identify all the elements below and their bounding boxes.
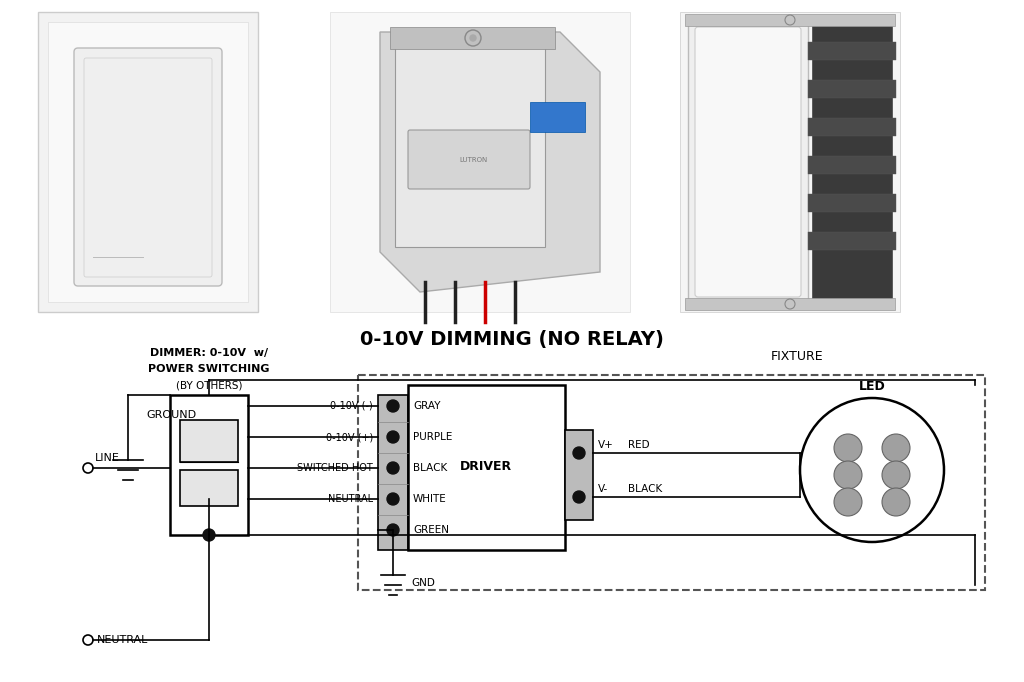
Circle shape: [800, 398, 944, 542]
Text: V+: V+: [598, 440, 613, 450]
Text: NEUTRAL: NEUTRAL: [97, 635, 148, 645]
Circle shape: [573, 447, 585, 459]
FancyBboxPatch shape: [808, 232, 896, 250]
Circle shape: [834, 461, 862, 489]
Text: 0-10V (-): 0-10V (-): [331, 401, 373, 411]
Circle shape: [83, 463, 93, 473]
FancyBboxPatch shape: [688, 20, 808, 304]
FancyBboxPatch shape: [180, 470, 238, 506]
Circle shape: [387, 431, 399, 443]
Text: 0-10V (+): 0-10V (+): [326, 432, 373, 442]
Text: GND: GND: [411, 578, 435, 588]
FancyBboxPatch shape: [680, 12, 900, 312]
Text: DRIVER: DRIVER: [460, 460, 512, 473]
FancyBboxPatch shape: [565, 430, 593, 520]
FancyBboxPatch shape: [378, 395, 408, 550]
FancyBboxPatch shape: [74, 48, 222, 286]
Text: GREEN: GREEN: [413, 525, 449, 535]
FancyBboxPatch shape: [530, 102, 585, 132]
Circle shape: [834, 488, 862, 516]
Circle shape: [387, 524, 399, 536]
Text: PURPLE: PURPLE: [413, 432, 453, 442]
FancyBboxPatch shape: [808, 156, 896, 174]
FancyBboxPatch shape: [808, 194, 896, 212]
Text: LED: LED: [859, 379, 886, 393]
FancyBboxPatch shape: [38, 12, 258, 312]
Text: WHITE: WHITE: [413, 494, 446, 504]
FancyBboxPatch shape: [812, 20, 892, 304]
Circle shape: [573, 491, 585, 503]
Text: RED: RED: [628, 440, 649, 450]
Text: GRAY: GRAY: [413, 401, 440, 411]
Text: GROUND: GROUND: [146, 410, 197, 420]
FancyBboxPatch shape: [408, 385, 565, 550]
FancyBboxPatch shape: [685, 14, 895, 26]
Circle shape: [83, 635, 93, 645]
FancyBboxPatch shape: [48, 22, 248, 302]
FancyBboxPatch shape: [808, 118, 896, 136]
Circle shape: [834, 434, 862, 462]
Text: BLACK: BLACK: [628, 484, 663, 494]
Text: DIMMER: 0-10V  w/: DIMMER: 0-10V w/: [150, 348, 268, 358]
Circle shape: [387, 493, 399, 505]
FancyBboxPatch shape: [808, 80, 896, 98]
Text: FIXTURE: FIXTURE: [771, 351, 823, 364]
FancyBboxPatch shape: [395, 47, 545, 247]
FancyBboxPatch shape: [330, 12, 630, 312]
Circle shape: [203, 529, 215, 541]
FancyBboxPatch shape: [808, 42, 896, 60]
FancyBboxPatch shape: [408, 130, 530, 189]
Circle shape: [882, 461, 910, 489]
FancyBboxPatch shape: [685, 298, 895, 310]
Circle shape: [387, 400, 399, 412]
FancyBboxPatch shape: [390, 27, 555, 49]
Text: V-: V-: [598, 484, 608, 494]
Text: LUTRON: LUTRON: [459, 157, 487, 163]
FancyBboxPatch shape: [170, 395, 248, 535]
Circle shape: [387, 462, 399, 474]
Text: (BY OTHERS): (BY OTHERS): [176, 380, 243, 390]
Text: NEUTRAL: NEUTRAL: [328, 494, 373, 504]
Text: 0-10V DIMMING (NO RELAY): 0-10V DIMMING (NO RELAY): [360, 331, 664, 349]
Polygon shape: [380, 32, 600, 292]
Text: LINE: LINE: [95, 453, 120, 463]
Text: POWER SWITCHING: POWER SWITCHING: [148, 364, 269, 374]
Circle shape: [470, 35, 476, 41]
FancyBboxPatch shape: [695, 27, 801, 297]
Circle shape: [882, 488, 910, 516]
Text: BLACK: BLACK: [413, 463, 447, 473]
Circle shape: [882, 434, 910, 462]
FancyBboxPatch shape: [180, 420, 238, 462]
Text: SWITCHED HOT: SWITCHED HOT: [297, 463, 373, 473]
